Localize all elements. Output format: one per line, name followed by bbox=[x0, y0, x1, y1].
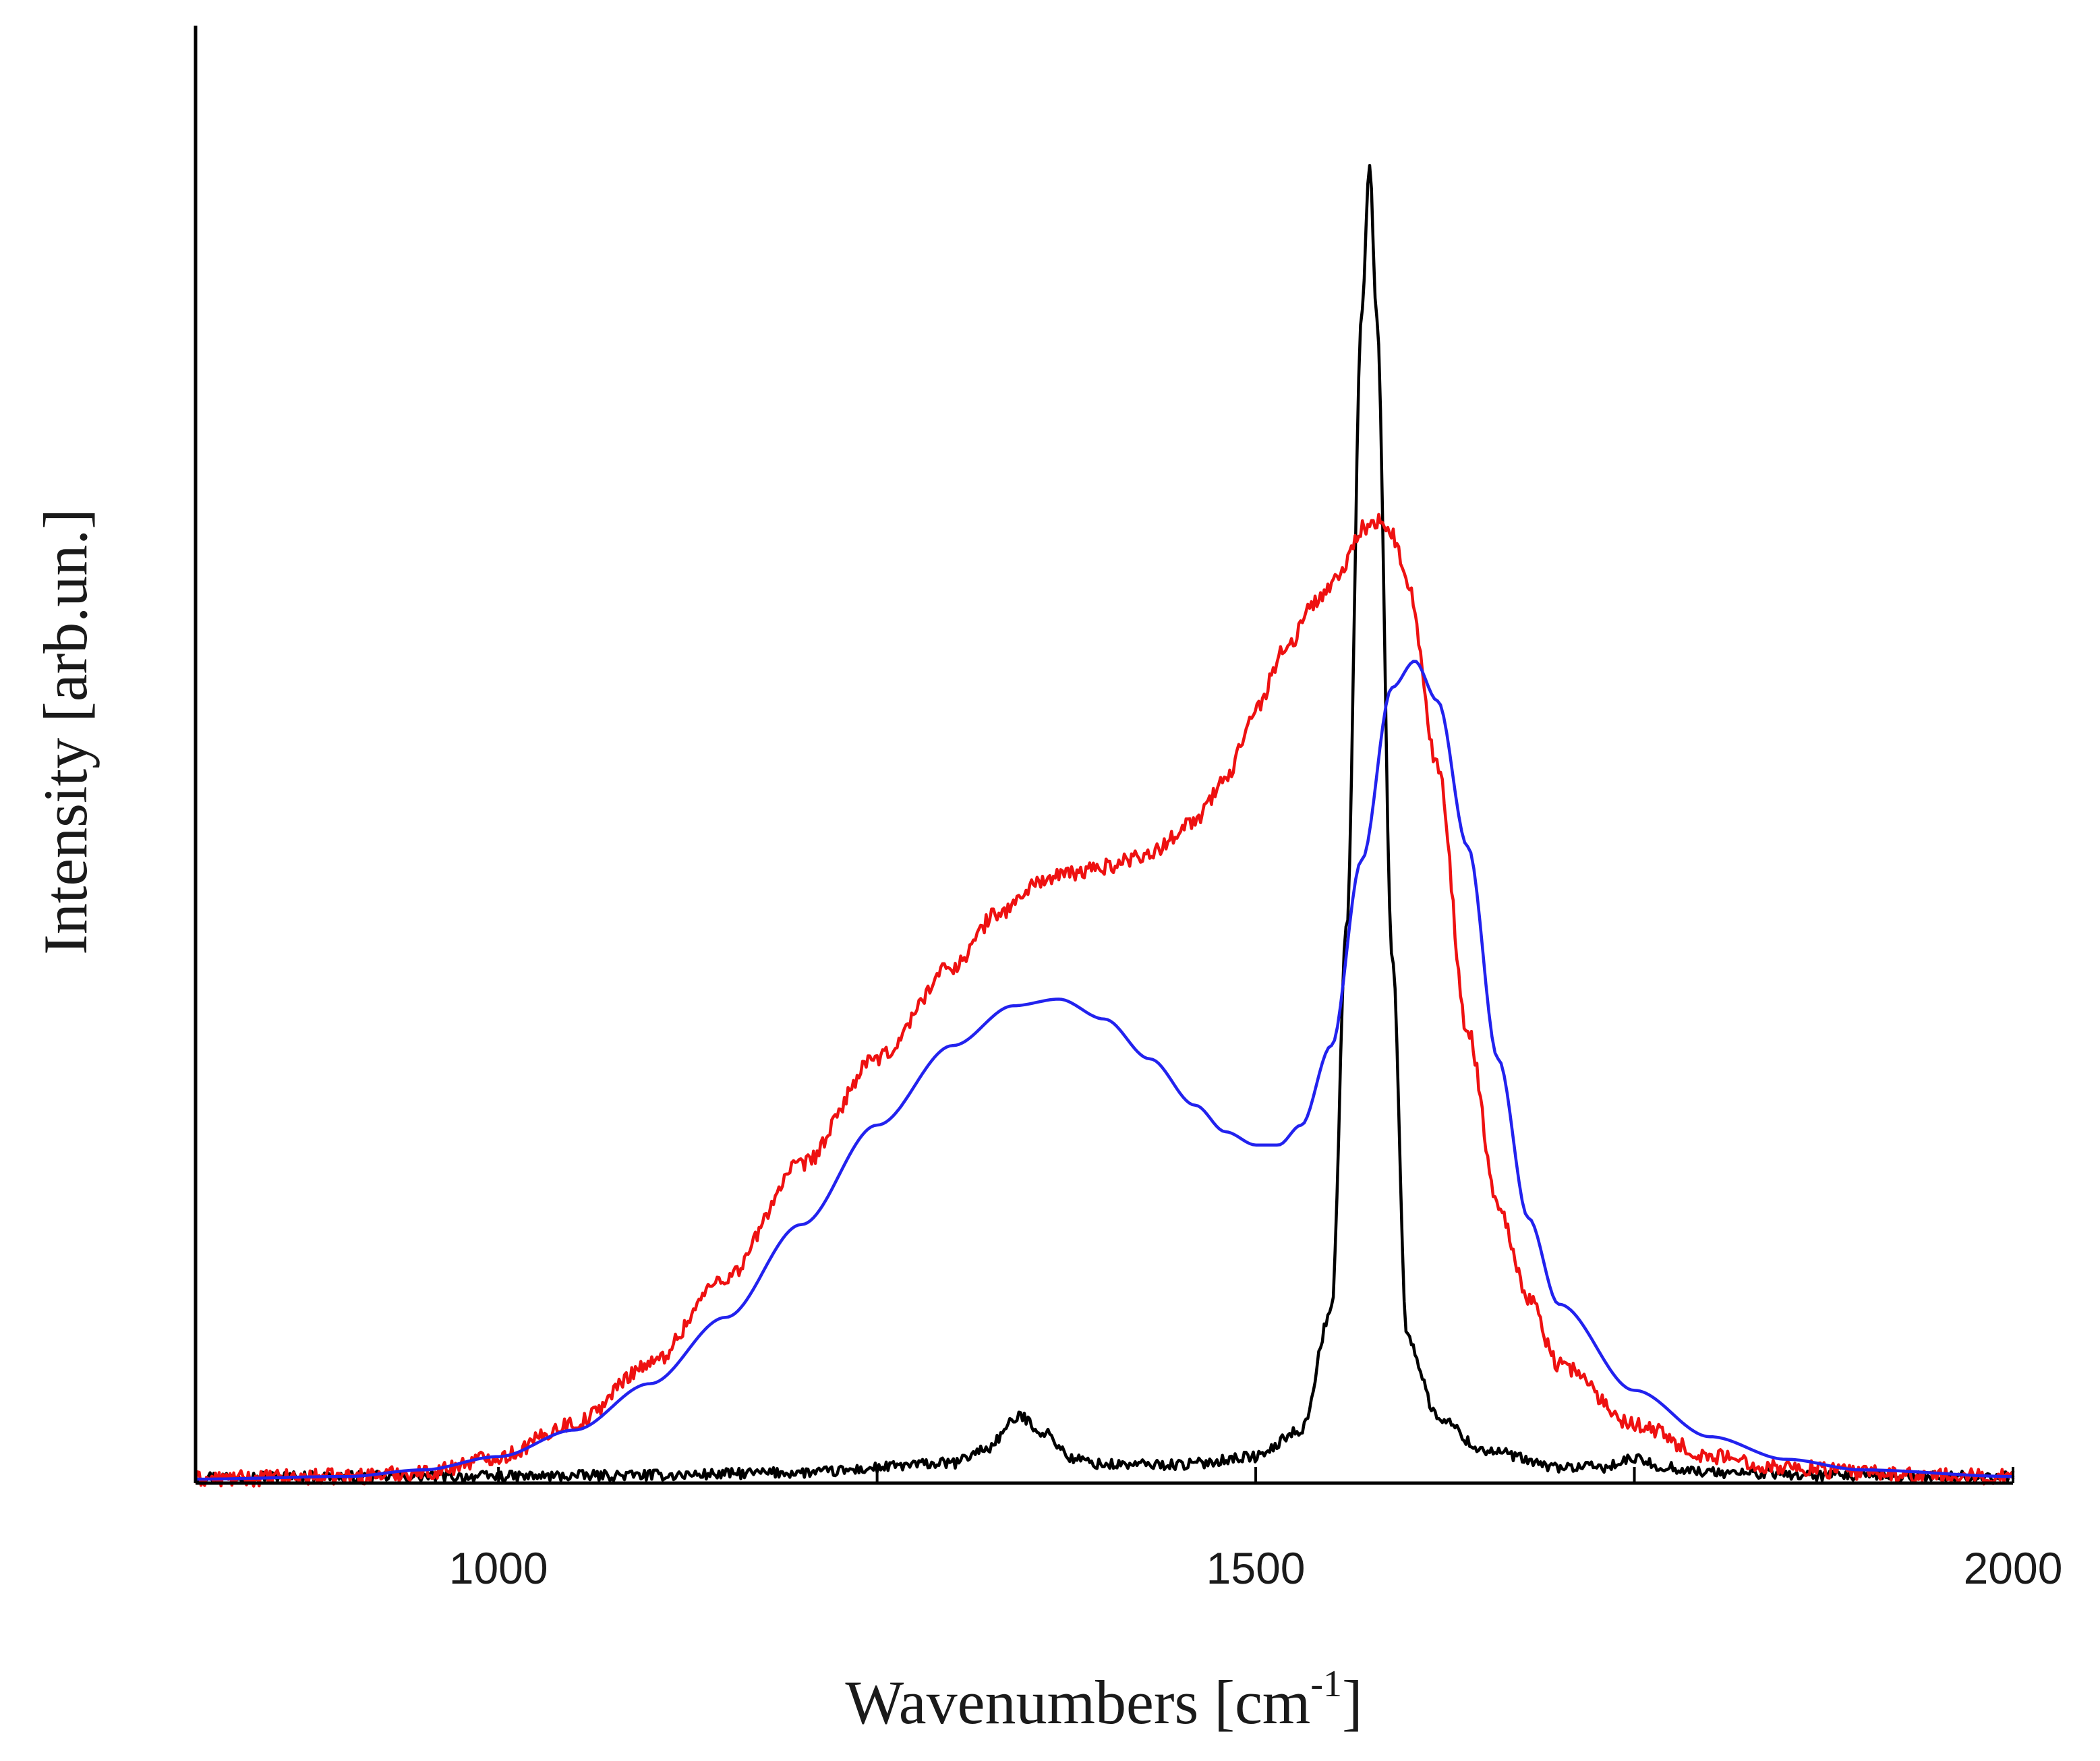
series-line-black bbox=[194, 163, 2015, 1484]
series-line-red bbox=[194, 513, 2015, 1488]
x-axis-label: Wavenumbers [cm-1] bbox=[845, 1663, 1362, 1737]
y-axis-label: Intensity [arb.un.] bbox=[31, 509, 100, 955]
series-line-blue bbox=[194, 660, 2015, 1481]
series-layer bbox=[194, 163, 2015, 1488]
x-tick-label-2000: 2000 bbox=[1964, 1543, 2063, 1593]
x-tick-label-1500: 1500 bbox=[1206, 1543, 1306, 1593]
x-axis-label-superscript: -1 bbox=[1310, 1663, 1342, 1705]
x-tick-label-1000: 1000 bbox=[449, 1543, 548, 1593]
x-axis-ticks: 1000 1500 2000 bbox=[449, 1467, 2063, 1593]
